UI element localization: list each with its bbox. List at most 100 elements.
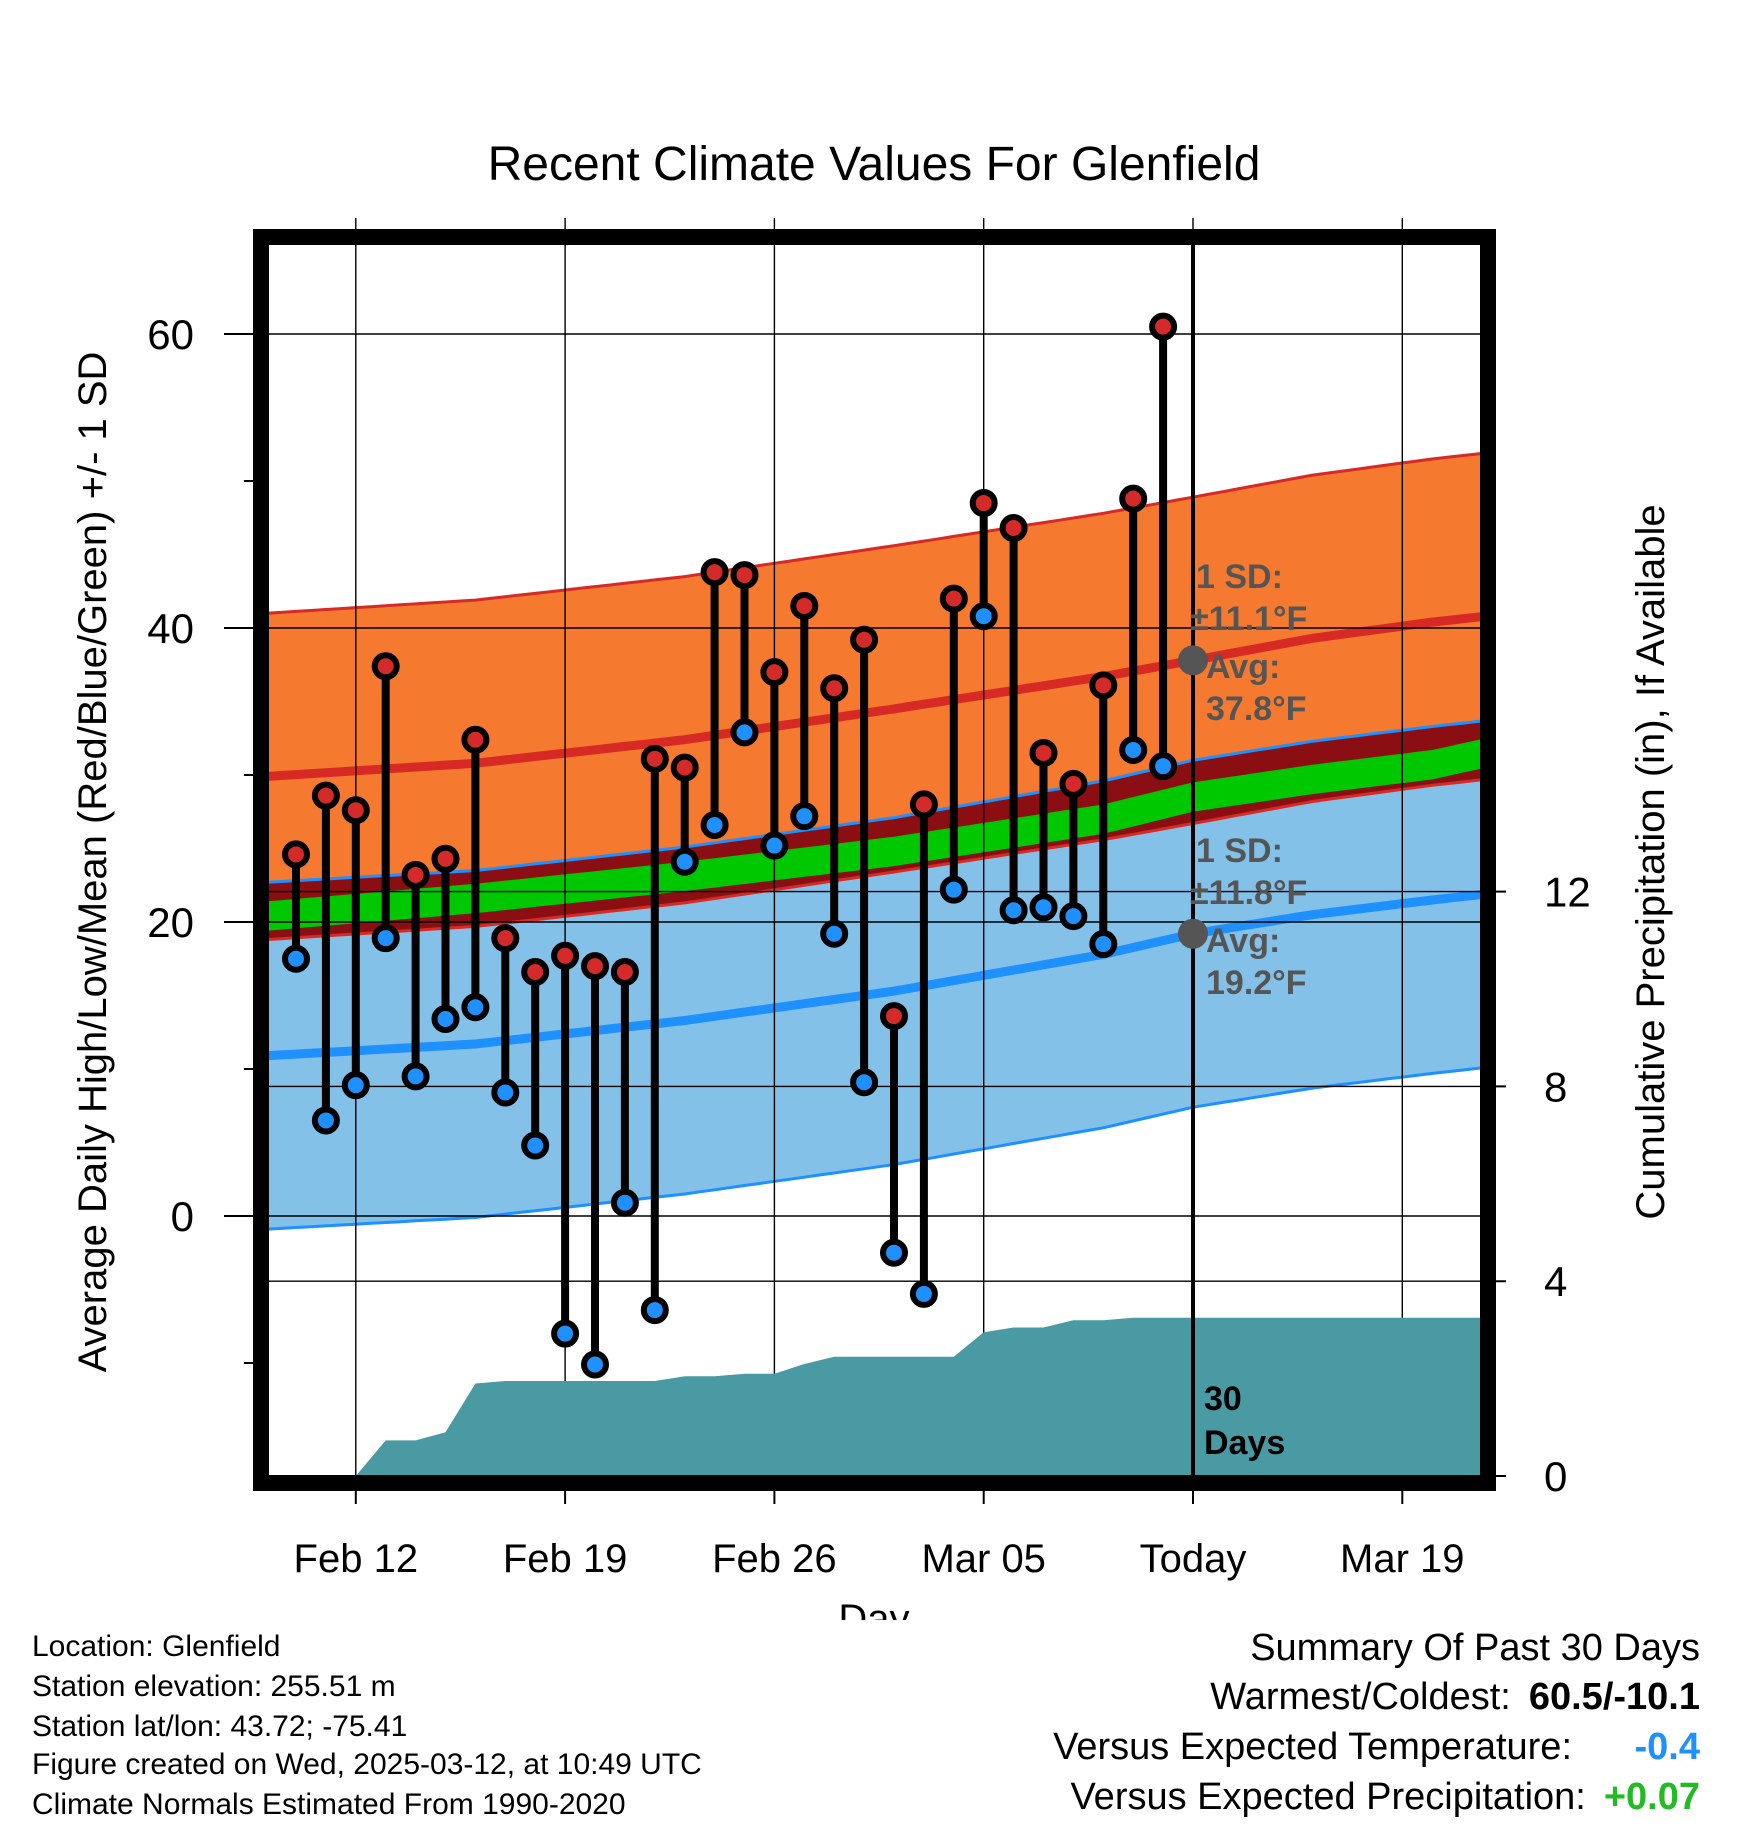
y2-axis-label: Cumulative Precipitation (in), If Availa… <box>1629 504 1673 1219</box>
daily-high-point <box>670 753 699 782</box>
summary-temperature-value: -0.4 <box>1634 1726 1700 1768</box>
low-mean-line <box>268 890 1481 1061</box>
precipitation-area <box>266 1317 1552 1476</box>
daily-high-point <box>640 744 669 773</box>
daily-high-point <box>999 514 1028 543</box>
x-tick-label: Feb 19 <box>503 1537 628 1581</box>
axes-layer: 0 20 40 60 0 4 8 12 Feb 12 Feb 19 Feb 26 Mar 05 Toda… <box>147 311 1590 1581</box>
daily-low-point <box>850 1068 879 1097</box>
daily-low-point <box>311 1106 340 1135</box>
low-sd-value: ±11.8°F <box>1190 874 1308 912</box>
daily-low-point <box>401 1062 430 1091</box>
summary-title: Summary Of Past 30 Days <box>1250 1627 1700 1669</box>
summary-warmest-coldest: Warmest/Coldest: 60.5/-10.1 <box>1210 1676 1700 1719</box>
x-tick-label: Feb 12 <box>294 1537 419 1581</box>
daily-low-point <box>581 1350 609 1379</box>
plot-border <box>253 229 1496 1491</box>
daily-high-point <box>581 952 609 981</box>
today-high-avg-marker <box>1178 645 1208 676</box>
daily-low-point <box>999 896 1028 925</box>
daily-low-point <box>551 1319 580 1348</box>
y2-tick-label: 4 <box>1544 1258 1567 1305</box>
daily-high-point <box>700 558 729 587</box>
daily-low-point <box>700 810 729 839</box>
y2-tick-label: 0 <box>1544 1453 1567 1500</box>
daily-high-point <box>790 591 819 620</box>
daily-high-point <box>969 489 998 518</box>
daily-low-point <box>670 847 699 876</box>
daily-high-point <box>730 561 759 590</box>
daily-high-point <box>850 625 879 654</box>
high-sd-label: 1 SD: <box>1196 558 1283 596</box>
meta-location: Location: Glenfield <box>32 1630 281 1663</box>
today-layer <box>1178 244 1208 1476</box>
precipitation-layer <box>266 1317 1552 1476</box>
plot-frame <box>253 229 1496 1491</box>
daily-low-point <box>1029 893 1058 922</box>
daily-high-point <box>551 941 580 970</box>
high-sd-value: ±11.1°F <box>1190 600 1308 638</box>
high-avg-label: Avg: <box>1206 648 1281 686</box>
daily-high-point <box>341 796 370 825</box>
y-axis-label: Average Daily High/Low/Mean (Red/Blue/Gr… <box>71 352 115 1373</box>
meta-elevation: Station elevation: 255.51 m <box>32 1670 396 1703</box>
daily-low-point <box>461 993 490 1022</box>
summary-temperature: Versus Expected Temperature: -0.4 <box>1053 1726 1700 1769</box>
meta-created: Figure created on Wed, 2025-03-12, at 10… <box>32 1748 702 1781</box>
daily-high-point <box>760 658 789 687</box>
today-days-count: 30 <box>1204 1380 1242 1418</box>
daily-low-point <box>431 1005 460 1034</box>
high-mean-line <box>268 612 1481 781</box>
meta-latlon: Station lat/lon: 43.72; -75.41 <box>32 1710 408 1743</box>
daily-low-point <box>1119 736 1148 765</box>
x-tick-label: Today <box>1140 1537 1247 1581</box>
summary-temperature-label: Versus Expected Temperature: <box>1053 1726 1572 1768</box>
daily-low-point <box>730 718 759 747</box>
summary-precipitation: Versus Expected Precipitation: +0.07 <box>1070 1776 1700 1819</box>
climate-chart: 0 20 40 60 0 4 8 12 Feb 12 Feb 19 Feb 26 Mar 05 Toda… <box>71 138 1673 1620</box>
y2-tick-label: 12 <box>1544 869 1591 916</box>
daily-high-point <box>401 860 430 889</box>
low-avg-value: 19.2°F <box>1206 964 1307 1002</box>
daily-high-point <box>282 840 310 869</box>
chart-labels: Recent Climate Values For Glenfield Day Av… <box>71 138 1673 1620</box>
daily-high-low-layer <box>282 312 1178 1379</box>
summary-precipitation-label: Versus Expected Precipitation: <box>1070 1776 1586 1818</box>
daily-low-point <box>341 1071 370 1100</box>
high-lower-line <box>268 778 1481 941</box>
daily-high-point <box>1059 769 1088 798</box>
daily-high-point <box>1029 738 1058 767</box>
daily-high-point <box>311 781 340 810</box>
daily-high-point <box>909 790 938 819</box>
climate-bands <box>268 452 1481 1231</box>
daily-low-point <box>371 924 400 953</box>
daily-low-point <box>760 831 789 860</box>
daily-low-point <box>939 875 968 904</box>
summary-warmest-coldest-value: 60.5/-10.1 <box>1528 1676 1700 1718</box>
daily-high-point <box>610 957 639 986</box>
daily-low-point <box>969 602 998 631</box>
daily-high-point <box>521 957 550 986</box>
daily-low-point <box>790 802 819 831</box>
daily-high-point <box>1119 484 1148 513</box>
daily-low-point <box>880 1238 908 1267</box>
daily-low-point <box>491 1078 520 1107</box>
x-tick-label: Mar 19 <box>1340 1537 1465 1581</box>
high-upper-line <box>268 452 1481 615</box>
daily-high-point <box>431 844 460 873</box>
meta-normals-source: Climate Normals Estimated From 1990-2020 <box>32 1788 626 1821</box>
low-upper-line <box>268 719 1481 884</box>
daily-high-point <box>491 924 520 953</box>
daily-high-point <box>461 725 490 754</box>
daily-low-point <box>909 1279 938 1308</box>
daily-high-point <box>371 652 400 681</box>
daily-low-point <box>610 1188 639 1217</box>
daily-low-point <box>282 944 310 973</box>
daily-low-point <box>1089 930 1118 959</box>
x-tick-label: Feb 26 <box>712 1537 837 1581</box>
daily-low-point <box>521 1131 550 1160</box>
today-low-avg-marker <box>1178 918 1208 949</box>
daily-high-point <box>1089 671 1118 700</box>
daily-high-point <box>820 674 849 703</box>
y-tick-label: 60 <box>147 311 194 358</box>
